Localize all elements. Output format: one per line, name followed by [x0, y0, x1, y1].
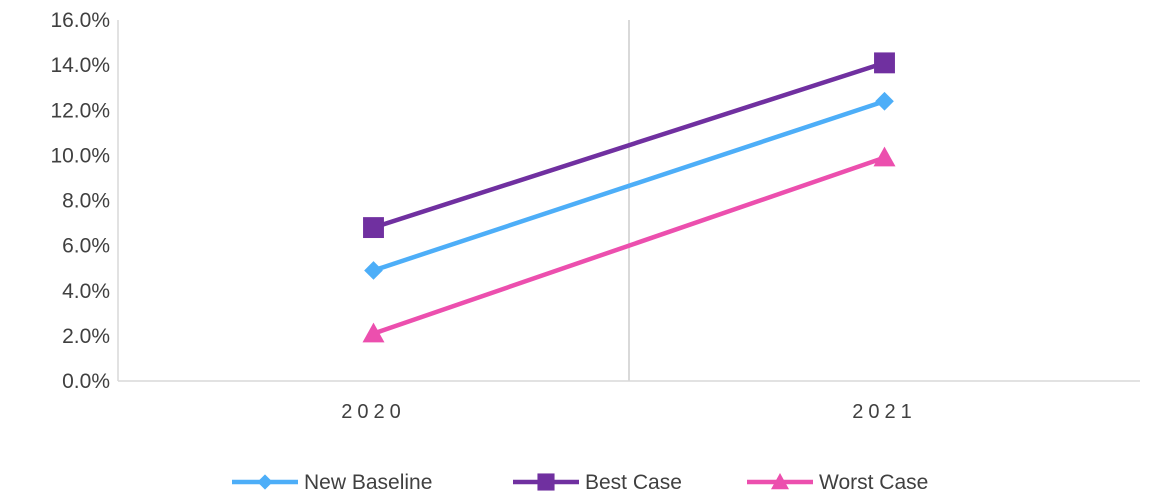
- legend-marker: [537, 473, 555, 491]
- chart-legend: New Baseline Best Case Worst Case: [232, 471, 928, 494]
- data-point-marker: [873, 146, 896, 167]
- y-tick-label: 16.0%: [50, 9, 110, 32]
- data-point-marker: [362, 322, 385, 343]
- legend-label: New Baseline: [304, 471, 432, 494]
- x-tick-label: 2020: [341, 401, 406, 423]
- data-point-marker: [364, 261, 383, 280]
- series-line: [372, 155, 886, 336]
- y-tick-label: 0.0%: [62, 370, 110, 393]
- series-layer: [362, 52, 896, 343]
- data-point-marker: [874, 52, 895, 74]
- series-line: [372, 60, 886, 230]
- axes-layer: 0.0% 2.0% 4.0% 6.0% 8.0% 10.0% 12.0% 14.0% 16.0%…: [50, 9, 1140, 423]
- data-point-marker: [363, 217, 384, 239]
- data-point-marker: [875, 91, 894, 111]
- y-tick-label: 8.0%: [62, 190, 110, 213]
- legend-label: Worst Case: [819, 471, 928, 494]
- y-tick-label: 2.0%: [62, 325, 110, 348]
- y-tick-label: 10.0%: [50, 144, 110, 167]
- legend-label: Best Case: [585, 471, 682, 494]
- y-tick-label: 14.0%: [50, 54, 110, 77]
- y-tick-label: 12.0%: [50, 99, 110, 122]
- series-line: [372, 99, 886, 273]
- legend-marker: [771, 473, 789, 490]
- y-tick-label: 6.0%: [62, 235, 110, 258]
- y-tick-label: 4.0%: [62, 280, 110, 303]
- legend-marker: [257, 474, 273, 490]
- x-tick-label: 2021: [852, 401, 917, 423]
